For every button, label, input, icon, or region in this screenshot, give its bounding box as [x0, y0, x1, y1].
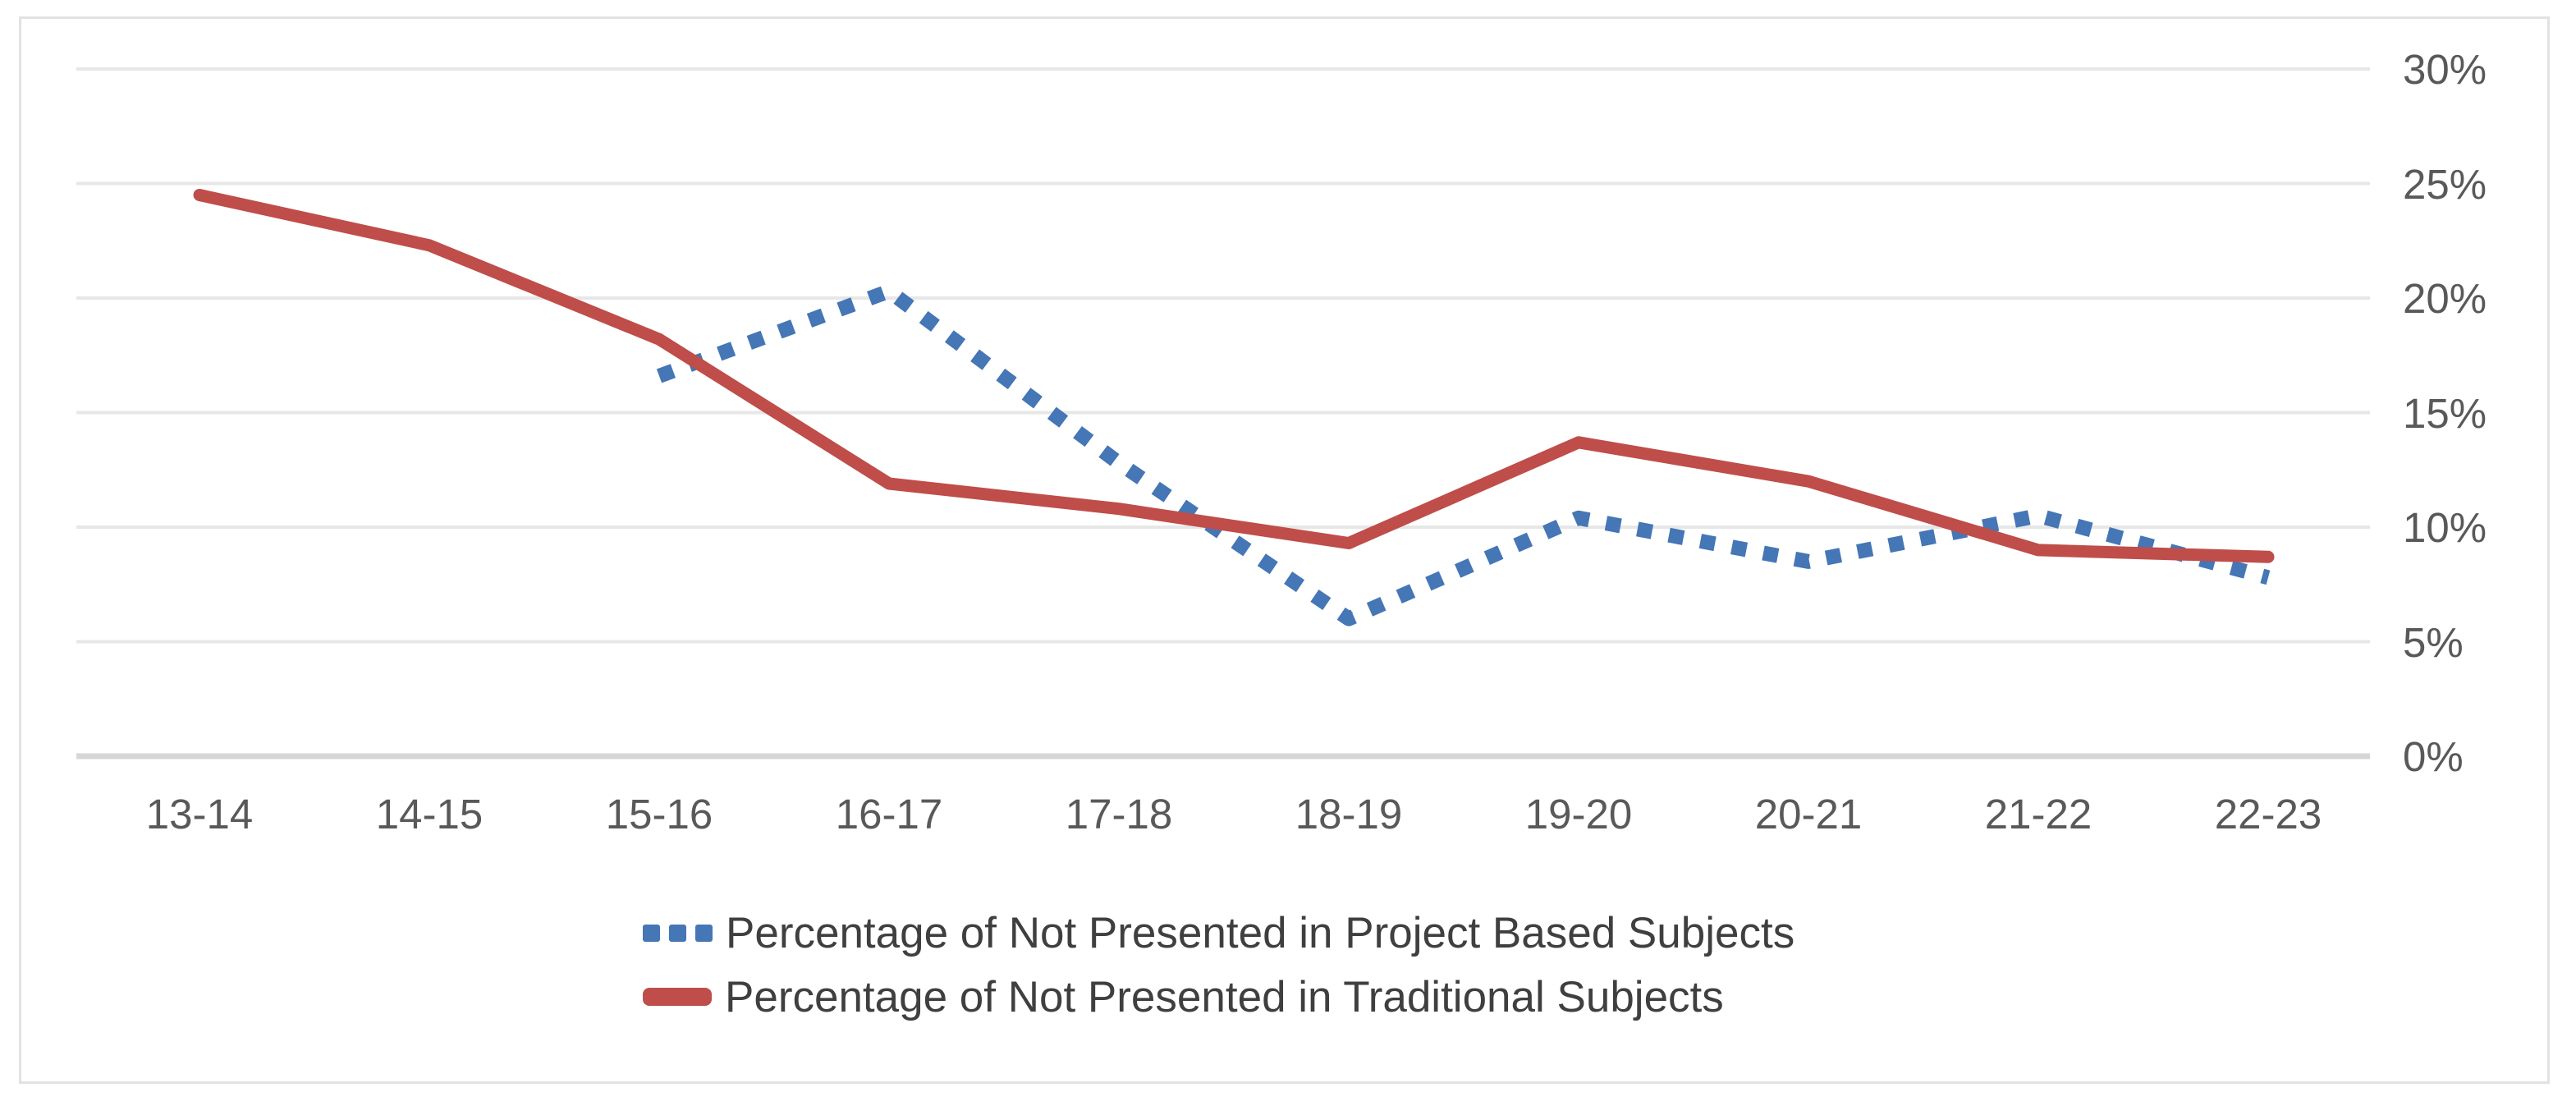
x-tick-label: 22-23 [2214, 791, 2322, 838]
legend-marker-solid-icon [643, 988, 712, 1006]
series-traditional-line [193, 189, 2275, 563]
y-tick-label: 30% [2403, 46, 2487, 93]
legend-item: Percentage of Not Presented in Project B… [643, 910, 1794, 956]
y-tick-label: 10% [2403, 504, 2487, 551]
y-tick-label: 20% [2403, 275, 2487, 322]
legend-label: Percentage of Not Presented in Project B… [726, 908, 1795, 957]
x-tick-label: 20-21 [1754, 791, 1863, 838]
legend-item: Percentage of Not Presented in Tradition… [643, 974, 1794, 1020]
y-tick-label: 15% [2403, 389, 2487, 437]
x-tick-label: 17-18 [1065, 791, 1173, 838]
x-tick-label: 19-20 [1524, 791, 1633, 838]
x-tick-label: 18-19 [1295, 791, 1403, 838]
y-tick-label: 25% [2403, 160, 2487, 208]
x-tick-label: 14-15 [375, 791, 484, 838]
y-tick-label: 5% [2403, 618, 2464, 666]
x-tick-label: 13-14 [145, 791, 254, 838]
legend-label: Percentage of Not Presented in Tradition… [725, 972, 1724, 1021]
legend: Percentage of Not Presented in Project B… [643, 910, 1794, 1020]
x-tick-label: 15-16 [605, 791, 713, 838]
y-tick-label: 0% [2403, 733, 2464, 780]
x-tick-label: 21-22 [1984, 791, 2092, 838]
x-tick-label: 16-17 [835, 791, 943, 838]
legend-marker-dotted-icon [643, 924, 713, 942]
series-project-based-line [656, 283, 2271, 626]
